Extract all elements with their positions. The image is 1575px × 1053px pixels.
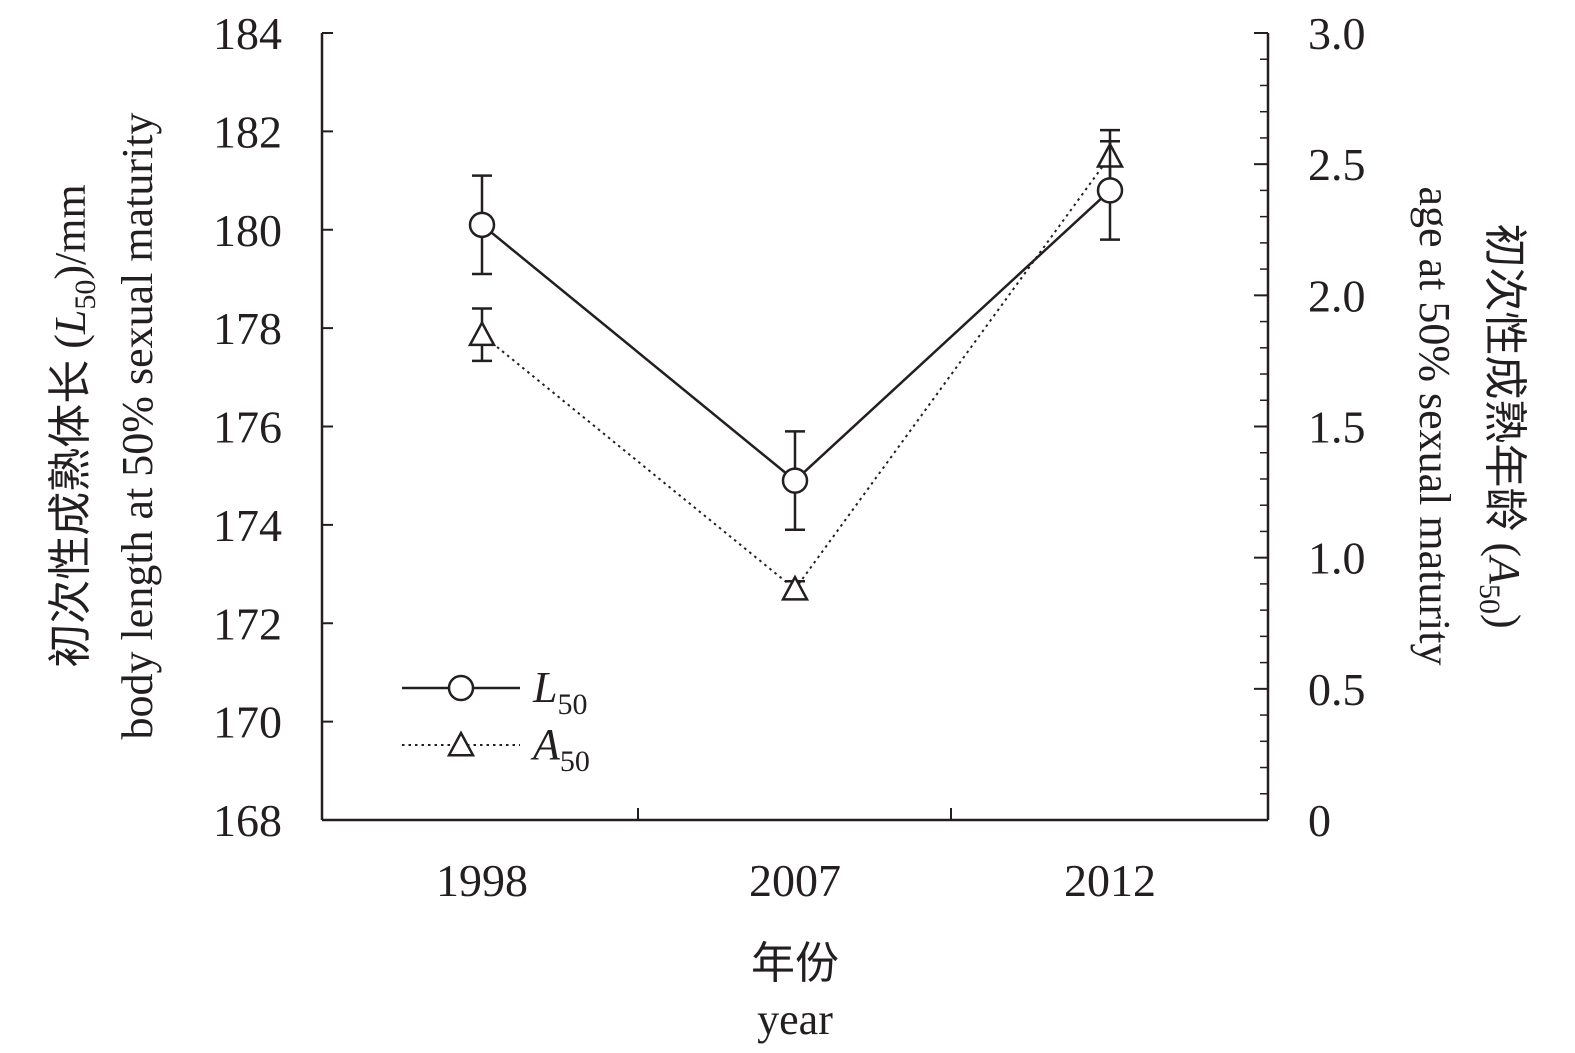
data-point-l50 xyxy=(1096,177,1124,204)
data-point-a50 xyxy=(780,574,810,601)
right-tick-label: 1.0 xyxy=(1308,533,1366,584)
legend-marker-l50 xyxy=(447,674,475,702)
x-tick-label: 2007 xyxy=(749,855,841,906)
x-tick-label: 2012 xyxy=(1064,855,1156,906)
right-axis-label-en: age at 50% sexual maturity xyxy=(1410,187,1459,666)
left-tick-label: 176 xyxy=(213,402,282,453)
left-tick-label: 182 xyxy=(213,106,282,157)
axes: 168 170 172 174 176 178 180 182 184 0 0.5 1.0 1.5 2.0… xyxy=(213,8,1366,906)
left-tick-label: 174 xyxy=(213,500,282,551)
right-tick-label: 0 xyxy=(1308,795,1331,846)
left-axis-label-cn: 初次性成熟体长 (L50)/mm xyxy=(46,184,102,667)
left-tick-label: 168 xyxy=(213,795,282,846)
legend-label-l50: L50 xyxy=(532,663,587,721)
x-axis-label-cn: 年份 xyxy=(751,939,839,988)
left-tick-label: 172 xyxy=(213,598,282,649)
axis-labels: 年份 year 初次性成熟体长 (L50)/mm body length at 50%… xyxy=(46,113,1529,1044)
left-axis-label-en: body length at 50% sexual maturity xyxy=(113,113,162,740)
series-layer xyxy=(467,128,1125,601)
left-tick-label: 178 xyxy=(213,303,282,354)
right-tick-label: 1.5 xyxy=(1308,402,1366,453)
left-tick-label: 170 xyxy=(213,697,282,748)
legend-label-a50: A50 xyxy=(530,720,590,778)
right-tick-label: 3.0 xyxy=(1308,8,1366,59)
x-tick-label: 1998 xyxy=(436,855,528,906)
left-tick-label: 180 xyxy=(213,205,282,256)
right-tick-label: 2.5 xyxy=(1308,139,1366,190)
left-tick-label: 184 xyxy=(213,8,282,59)
data-point-l50 xyxy=(781,467,809,494)
legend-marker-a50 xyxy=(446,730,476,757)
right-tick-label: 0.5 xyxy=(1308,664,1366,715)
right-tick-label: 2.0 xyxy=(1308,270,1366,321)
data-point-l50 xyxy=(468,211,496,239)
right-axis-label-cn: 初次性成熟年龄 (A50) xyxy=(1473,223,1529,628)
data-point-a50 xyxy=(467,320,497,347)
x-axis-label-en: year xyxy=(757,995,833,1044)
series-l50 xyxy=(468,139,1124,532)
